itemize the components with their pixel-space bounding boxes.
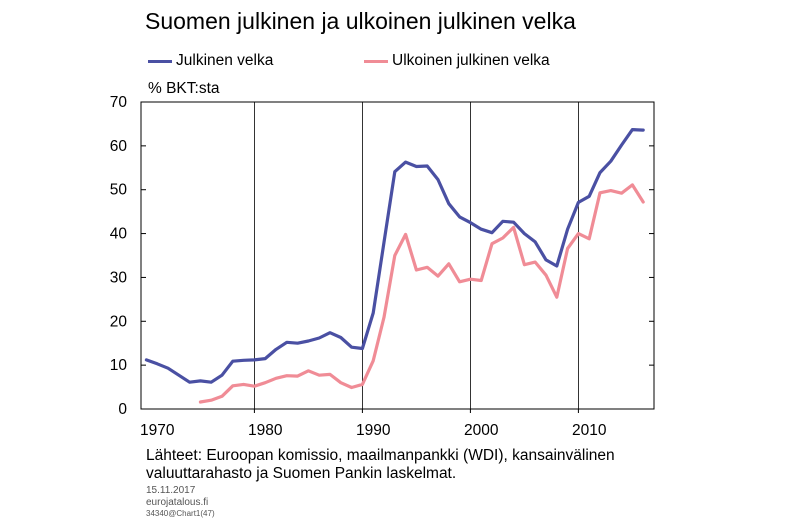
y-tick-label: 50 bbox=[110, 182, 128, 199]
legend-swatch-ulkoinen-velka bbox=[364, 59, 388, 63]
legend-item-julkinen-velka: Julkinen velka bbox=[148, 52, 273, 70]
source-note: Lähteet: Euroopan komissio, maailmanpank… bbox=[146, 447, 615, 482]
x-tick-label: 2000 bbox=[464, 422, 499, 439]
chart-title: Suomen julkinen ja ulkoinen julkinen vel… bbox=[145, 8, 576, 34]
series-line-julkinen-velka bbox=[144, 128, 645, 384]
x-tick-label: 1990 bbox=[356, 422, 391, 439]
chart-code: 34340@Chart1(47) bbox=[146, 509, 215, 518]
y-tick-label: 30 bbox=[110, 269, 128, 286]
y-tick-label: 10 bbox=[110, 357, 128, 374]
site-name: eurojatalous.fi bbox=[146, 497, 209, 508]
y-axis-unit-label: % BKT:sta bbox=[148, 80, 220, 97]
grid-layer bbox=[253, 102, 579, 409]
publication-date: 15.11.2017 bbox=[146, 485, 196, 496]
x-tick-label: 2010 bbox=[572, 422, 607, 439]
axis-layer: 0 10 20 30 40 50 60 70 1970 1980 1990 2000 2010 bbox=[110, 94, 654, 439]
y-tick-label: 70 bbox=[110, 94, 128, 111]
y-tick-label: 0 bbox=[118, 401, 127, 418]
series-line-ulkoinen-velka bbox=[198, 183, 645, 404]
y-tick-label: 20 bbox=[110, 313, 128, 330]
y-tick-label: 60 bbox=[110, 138, 128, 155]
legend-label-ulkoinen-velka: Ulkoinen julkinen velka bbox=[392, 52, 550, 69]
legend-label-julkinen-velka: Julkinen velka bbox=[176, 52, 274, 69]
x-tick-label: 1970 bbox=[140, 422, 175, 439]
legend-swatch-julkinen-velka bbox=[148, 59, 172, 63]
plot-area-frame bbox=[140, 101, 655, 410]
x-tick-label: 1980 bbox=[248, 422, 283, 439]
y-tick-label: 40 bbox=[110, 226, 128, 243]
legend-item-ulkoinen-velka: Ulkoinen julkinen velka bbox=[364, 52, 550, 70]
series-layer bbox=[144, 128, 645, 404]
